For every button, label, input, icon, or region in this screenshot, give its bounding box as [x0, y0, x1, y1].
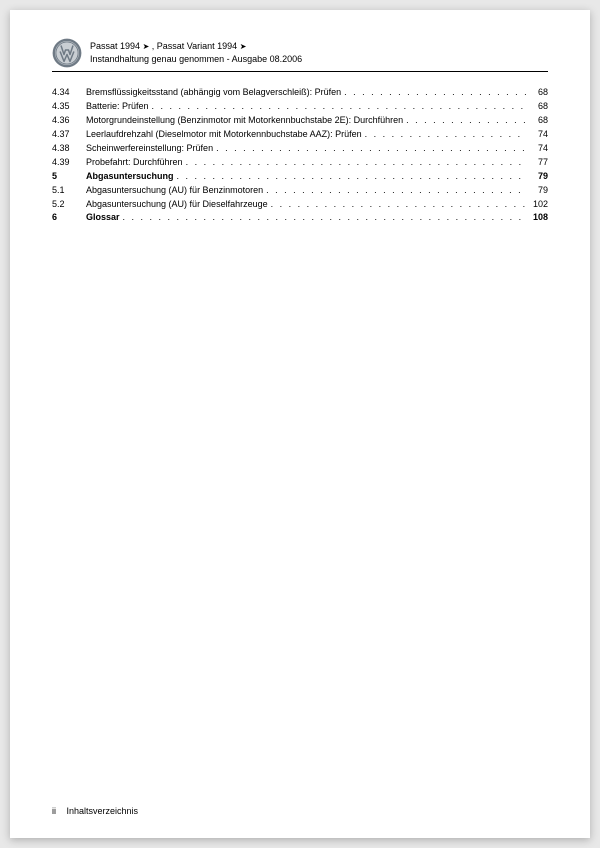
toc-entry-number: 5.1: [52, 184, 86, 198]
toc-entry: 4.36Motorgrundeinstellung (Benzinmotor m…: [52, 114, 548, 128]
toc-leader-dots: . . . . . . . . . . . . . . . . . . . . …: [120, 211, 526, 225]
toc-entry-page: 108: [526, 211, 548, 225]
table-of-contents: 4.34Bremsflüssigkeitsstand (abhängig vom…: [52, 86, 548, 225]
toc-leader-dots: . . . . . . . . . . . . . . . . . . . . …: [268, 198, 526, 212]
toc-entry-title: Abgasuntersuchung (AU) für Benzinmotoren: [86, 184, 263, 198]
toc-entry-title: Motorgrundeinstellung (Benzinmotor mit M…: [86, 114, 403, 128]
toc-leader-dots: . . . . . . . . . . . . . . . . . . . . …: [213, 142, 526, 156]
toc-entry-page: 102: [526, 198, 548, 212]
toc-entry-title: Probefahrt: Durchführen: [86, 156, 183, 170]
toc-entry-title: Bremsflüssigkeitsstand (abhängig vom Bel…: [86, 86, 341, 100]
toc-leader-dots: . . . . . . . . . . . . . . . . . . . . …: [174, 170, 526, 184]
header-subtitle: Instandhaltung genau genommen - Ausgabe …: [90, 53, 302, 65]
toc-entry-number: 6: [52, 211, 86, 225]
toc-leader-dots: . . . . . . . . . . . . . . . . . . . . …: [403, 114, 526, 128]
arrow-icon: ➤: [240, 42, 247, 51]
toc-entry-number: 4.36: [52, 114, 86, 128]
footer-label: Inhaltsverzeichnis: [67, 806, 139, 816]
toc-entry-number: 4.37: [52, 128, 86, 142]
toc-entry: 4.39Probefahrt: Durchführen . . . . . . …: [52, 156, 548, 170]
toc-entry: 6Glossar . . . . . . . . . . . . . . . .…: [52, 211, 548, 225]
toc-entry: 5.2Abgasuntersuchung (AU) für Dieselfahr…: [52, 198, 548, 212]
toc-leader-dots: . . . . . . . . . . . . . . . . . . . . …: [183, 156, 526, 170]
toc-entry-title: Leerlaufdrehzahl (Dieselmotor mit Motork…: [86, 128, 362, 142]
footer-page-number: ii: [52, 806, 56, 816]
toc-entry-number: 4.38: [52, 142, 86, 156]
header-model-2: , Passat Variant 1994: [152, 41, 237, 51]
toc-entry-number: 5.2: [52, 198, 86, 212]
toc-entry-page: 79: [526, 184, 548, 198]
toc-entry-title: Abgasuntersuchung: [86, 170, 174, 184]
toc-entry: 5.1Abgasuntersuchung (AU) für Benzinmoto…: [52, 184, 548, 198]
header-line-1: Passat 1994 ➤ , Passat Variant 1994 ➤: [90, 40, 302, 53]
toc-entry: 4.35Batterie: Prüfen . . . . . . . . . .…: [52, 100, 548, 114]
toc-entry-title: Batterie: Prüfen: [86, 100, 149, 114]
toc-entry-title: Scheinwerfereinstellung: Prüfen: [86, 142, 213, 156]
toc-entry-page: 77: [526, 156, 548, 170]
toc-entry-page: 68: [526, 100, 548, 114]
toc-entry-page: 74: [526, 128, 548, 142]
toc-entry: 4.34Bremsflüssigkeitsstand (abhängig vom…: [52, 86, 548, 100]
toc-entry-page: 79: [526, 170, 548, 184]
toc-entry-number: 4.35: [52, 100, 86, 114]
toc-leader-dots: . . . . . . . . . . . . . . . . . . . . …: [263, 184, 526, 198]
toc-entry-page: 74: [526, 142, 548, 156]
toc-entry-page: 68: [526, 114, 548, 128]
header-model-1: Passat 1994: [90, 41, 140, 51]
header-text-block: Passat 1994 ➤ , Passat Variant 1994 ➤ In…: [90, 38, 302, 65]
toc-entry: 5Abgasuntersuchung . . . . . . . . . . .…: [52, 170, 548, 184]
toc-leader-dots: . . . . . . . . . . . . . . . . . . . . …: [149, 100, 526, 114]
toc-entry-page: 68: [526, 86, 548, 100]
arrow-icon: ➤: [143, 42, 150, 51]
toc-entry-number: 4.39: [52, 156, 86, 170]
vw-logo-icon: [52, 38, 82, 68]
document-page: Passat 1994 ➤ , Passat Variant 1994 ➤ In…: [10, 10, 590, 838]
toc-entry-number: 5: [52, 170, 86, 184]
toc-entry-number: 4.34: [52, 86, 86, 100]
toc-entry: 4.38Scheinwerfereinstellung: Prüfen . . …: [52, 142, 548, 156]
toc-entry-title: Abgasuntersuchung (AU) für Dieselfahrzeu…: [86, 198, 268, 212]
page-header: Passat 1994 ➤ , Passat Variant 1994 ➤ In…: [52, 38, 548, 72]
toc-entry-title: Glossar: [86, 211, 120, 225]
toc-entry: 4.37Leerlaufdrehzahl (Dieselmotor mit Mo…: [52, 128, 548, 142]
page-footer: ii Inhaltsverzeichnis: [52, 806, 138, 816]
toc-leader-dots: . . . . . . . . . . . . . . . . . . . . …: [362, 128, 526, 142]
toc-leader-dots: . . . . . . . . . . . . . . . . . . . . …: [341, 86, 526, 100]
